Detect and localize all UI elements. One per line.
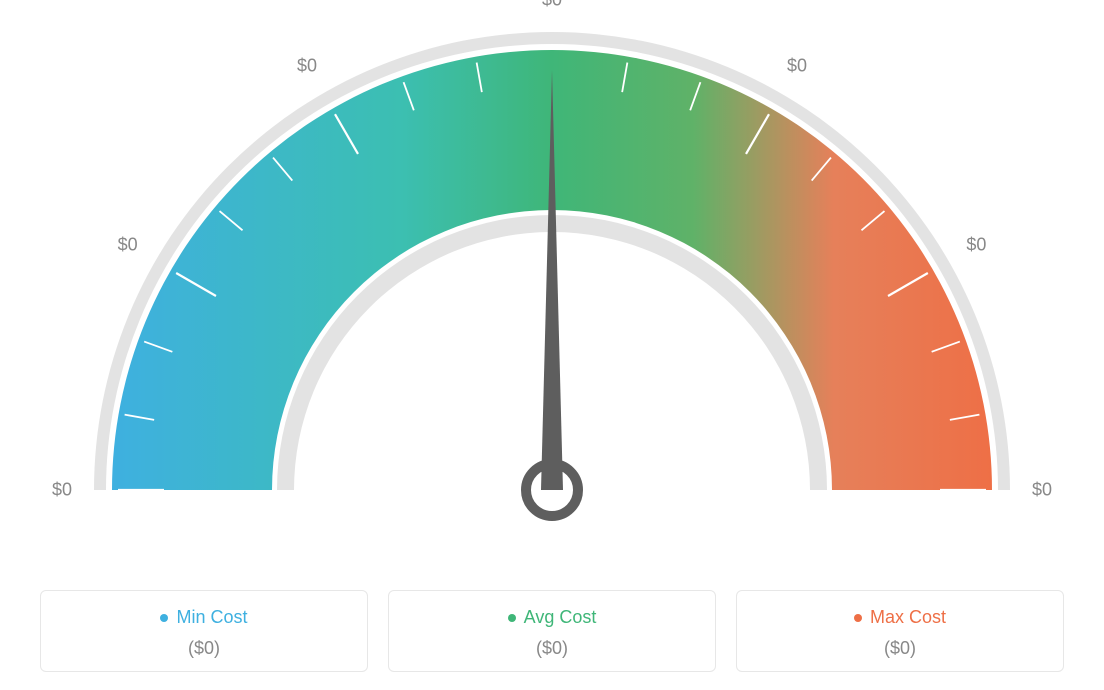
- gauge-tick-label: $0: [966, 235, 986, 256]
- legend-title-max: Max Cost: [870, 607, 946, 628]
- legend-value-min: ($0): [53, 638, 355, 659]
- legend-card-max: Max Cost ($0): [736, 590, 1064, 672]
- gauge-tick-label: $0: [52, 480, 72, 501]
- gauge-tick-label: $0: [542, 0, 562, 11]
- legend-card-min: Min Cost ($0): [40, 590, 368, 672]
- legend-card-avg: Avg Cost ($0): [388, 590, 716, 672]
- legend-row: Min Cost ($0) Avg Cost ($0) Max Cost ($0…: [40, 590, 1064, 672]
- legend-dot-avg: [508, 614, 516, 622]
- legend-title-row: Max Cost: [749, 607, 1051, 628]
- legend-dot-max: [854, 614, 862, 622]
- legend-dot-min: [160, 614, 168, 622]
- legend-title-row: Avg Cost: [401, 607, 703, 628]
- cost-gauge-container: $0 $0 $0 $0 $0 $0 $0 Min Cost ($0) Avg Cost ($…: [0, 0, 1104, 690]
- legend-value-max: ($0): [749, 638, 1051, 659]
- gauge-tick-label: $0: [1032, 480, 1052, 501]
- gauge-area: $0 $0 $0 $0 $0 $0 $0: [0, 0, 1104, 560]
- gauge-tick-label: $0: [297, 55, 317, 76]
- gauge-tick-label: $0: [118, 235, 138, 256]
- gauge-chart: [0, 0, 1104, 560]
- legend-title-min: Min Cost: [176, 607, 247, 628]
- gauge-tick-label: $0: [787, 55, 807, 76]
- legend-value-avg: ($0): [401, 638, 703, 659]
- legend-title-avg: Avg Cost: [524, 607, 597, 628]
- legend-title-row: Min Cost: [53, 607, 355, 628]
